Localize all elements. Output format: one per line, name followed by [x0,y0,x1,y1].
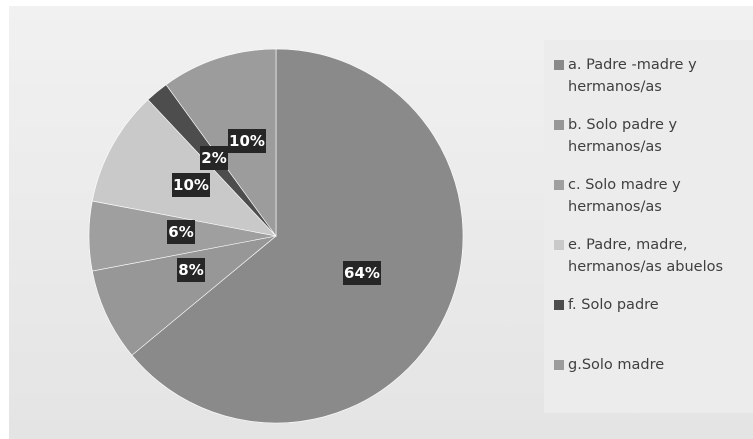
legend-label: f. Solo padre [568,297,659,313]
legend-label: b. Solo padre y hermanos/as [568,117,678,155]
legend-item: e. Padre, madre, hermanos/as abuelos [554,234,749,278]
legend-swatch [554,180,564,190]
data-label-box [228,129,266,153]
legend-item: a. Padre -madre y hermanos/as [554,54,749,98]
legend-item: f. Solo padre [554,294,749,316]
data-label-box [200,146,228,170]
legend-label: c. Solo madre y hermanos/as [568,177,681,215]
legend-swatch [554,360,564,370]
data-label-box [177,258,205,282]
data-label-text: 10% [229,132,265,150]
data-label: 64% [343,261,381,285]
pie-slice [91,99,277,237]
legend-item: b. Solo padre y hermanos/as [554,114,749,158]
legend-label: g.Solo madre [568,357,665,373]
data-label: 8% [177,258,205,282]
pie-slice [131,48,464,424]
legend-swatch [554,60,564,70]
data-label-box [167,220,195,244]
legend-item: g.Solo madre [554,354,749,376]
legend: a. Padre -madre y hermanos/as b. Solo pad… [544,40,753,413]
pie-slice [165,48,277,237]
data-label-text: 8% [178,261,203,279]
data-label: 10% [172,173,210,197]
legend-label: e. Padre, madre, hermanos/as abuelos [568,237,724,275]
data-label-text: 64% [344,264,380,282]
legend-swatch [554,300,564,310]
data-label-box [172,173,210,197]
data-label: 6% [167,220,195,244]
data-label: 10% [228,129,266,153]
data-label-text: 2% [201,149,226,167]
data-label-text: 10% [173,176,209,194]
data-label-box [343,261,381,285]
legend-item: c. Solo madre y hermanos/as [554,174,749,218]
data-label-text: 6% [168,223,193,241]
legend-swatch [554,120,564,130]
data-label: 2% [200,146,228,170]
pie-slice [91,235,277,356]
legend-swatch [554,240,564,250]
legend-label: a. Padre -madre y hermanos/as [568,57,697,95]
